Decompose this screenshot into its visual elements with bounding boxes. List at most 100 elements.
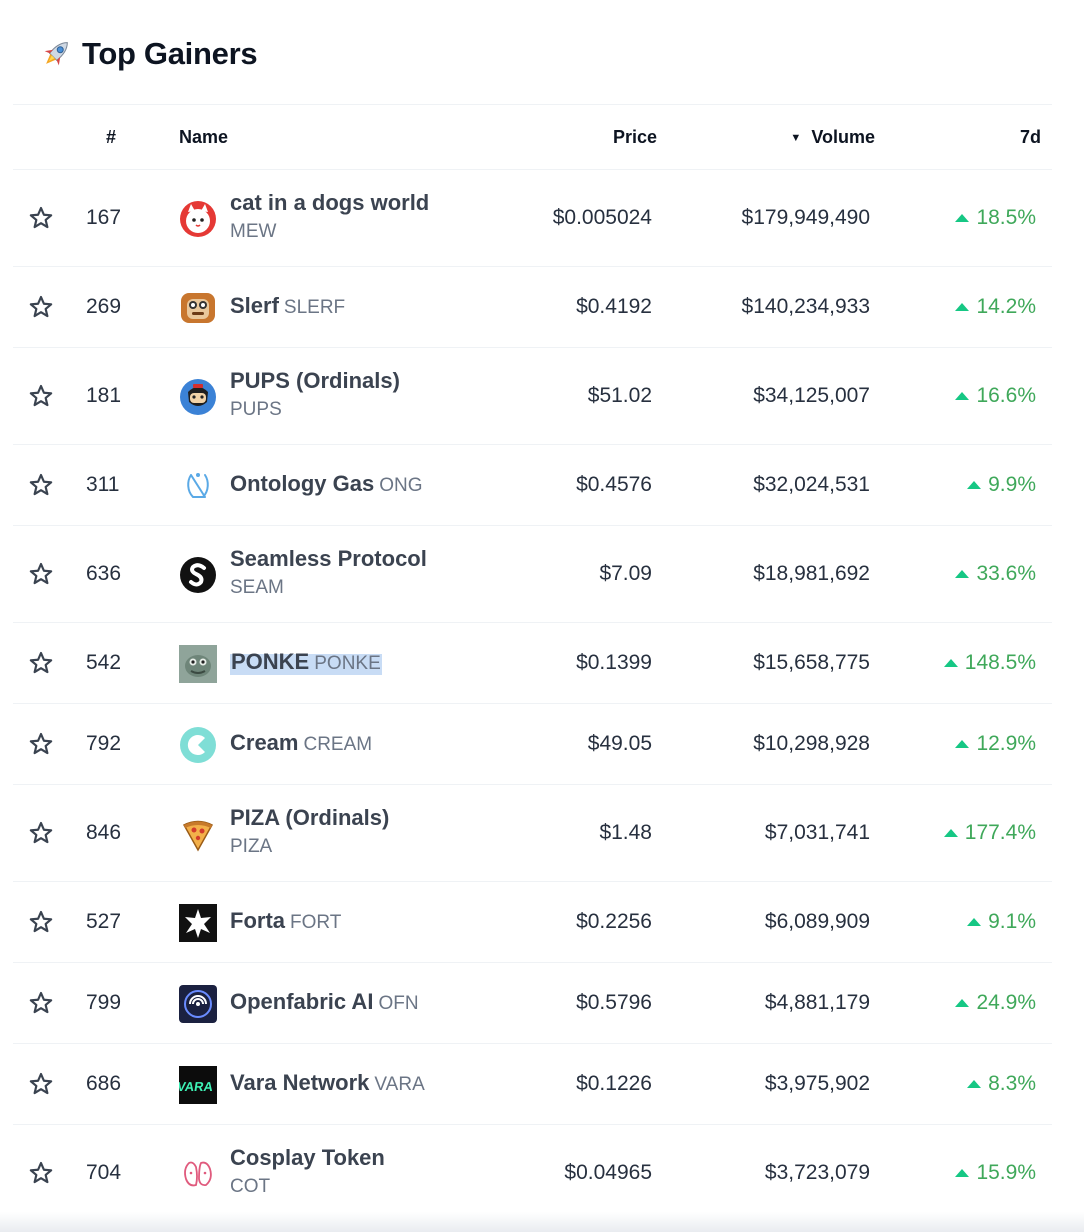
coin-volume: $15,658,775 <box>753 651 870 674</box>
watchlist-star-icon[interactable] <box>28 1071 54 1097</box>
coin-name-link[interactable]: PONKE PONKE <box>230 649 382 675</box>
table-header: # Name Price ▼ Volume 7d <box>13 104 1052 170</box>
coin-volume: $7,031,741 <box>764 821 870 844</box>
caret-up-icon <box>943 829 958 837</box>
watchlist-star-icon[interactable] <box>28 650 54 676</box>
watchlist-star-icon[interactable] <box>28 731 54 757</box>
coin-name-link[interactable]: Slerf SLERF <box>230 293 345 319</box>
header-volume[interactable]: ▼ Volume <box>790 127 875 148</box>
caret-up-icon <box>955 740 970 748</box>
coin-name: Vara Network <box>230 1070 370 1095</box>
coin-name-link[interactable]: Vara Network VARA <box>230 1070 425 1096</box>
watchlist-star-icon[interactable] <box>28 820 54 846</box>
caret-up-icon <box>955 392 970 400</box>
coin-rank: 269 <box>86 295 122 318</box>
coin-name-link[interactable]: Cosplay Token COT <box>230 1143 385 1201</box>
change-7d-value: 148.5% <box>964 651 1036 674</box>
table-row[interactable]: 167 cat in a dogs world MEW $0.005024 $179,9… <box>13 170 1052 267</box>
table-row[interactable]: 181 PUPS (Ordinals) PUPS $51.02 $34,125,007 1… <box>13 348 1052 445</box>
change-7d-value: 177.4% <box>964 821 1036 844</box>
coin-name-link[interactable]: PIZA (Ordinals) PIZA <box>230 803 389 861</box>
coin-symbol: VARA <box>374 1074 425 1095</box>
coin-name-link[interactable]: cat in a dogs world MEW <box>230 188 429 246</box>
table-row[interactable]: 686 VARA Vara Network VARA $0.1226 $3,975,902… <box>13 1044 1052 1125</box>
watchlist-star-icon[interactable] <box>28 205 54 231</box>
caret-up-icon <box>967 481 982 489</box>
header-volume-label: Volume <box>811 127 875 147</box>
caret-up-icon <box>955 999 970 1007</box>
caret-up-icon <box>943 659 958 667</box>
coin-symbol: PUPS <box>230 399 282 420</box>
header-name[interactable]: Name <box>179 127 229 147</box>
ofn-logo[interactable] <box>179 985 217 1023</box>
coin-name: Cream <box>230 730 299 755</box>
header-price[interactable]: Price <box>612 127 657 147</box>
coin-name-link[interactable]: Forta FORT <box>230 908 341 934</box>
header-rank[interactable]: # <box>106 127 117 147</box>
coin-name: cat in a dogs world <box>230 190 430 215</box>
coin-price: $51.02 <box>587 384 652 407</box>
watchlist-star-icon[interactable] <box>28 294 54 320</box>
coin-volume: $18,981,692 <box>753 562 870 585</box>
coin-volume: $4,881,179 <box>764 991 870 1014</box>
watchlist-star-icon[interactable] <box>28 472 54 498</box>
change-7d: 9.1% <box>967 910 1036 934</box>
coin-rank: 792 <box>86 732 122 755</box>
coin-name: Forta <box>230 908 285 933</box>
table-row[interactable]: 527 Forta FORT $0.2256 $6,089,909 9.1% <box>13 882 1052 963</box>
coin-name-link[interactable]: Cream CREAM <box>230 730 372 756</box>
coin-volume: $6,089,909 <box>764 910 870 933</box>
coin-name: PUPS (Ordinals) <box>230 368 400 393</box>
coin-rank: 704 <box>86 1161 122 1184</box>
watchlist-star-icon[interactable] <box>28 909 54 935</box>
vara-logo[interactable]: VARA <box>176 1066 217 1104</box>
change-7d: 16.6% <box>955 384 1036 408</box>
coin-rank: 686 <box>86 1072 122 1095</box>
slerf-logo[interactable] <box>179 289 217 327</box>
coin-price: $7.09 <box>599 562 652 585</box>
table-row[interactable]: 799 Openfabric AI OFN $0.5796 $4,881,179 24.9… <box>13 963 1052 1044</box>
pups-logo[interactable] <box>179 378 217 416</box>
change-7d-value: 9.1% <box>988 910 1036 933</box>
table-row[interactable]: 311 Ontology Gas ONG $0.4576 $32,024,531 9.9% <box>13 445 1052 526</box>
coin-name-link[interactable]: Ontology Gas ONG <box>230 471 423 497</box>
watchlist-star-icon[interactable] <box>28 561 54 587</box>
coin-rank: 167 <box>86 206 122 229</box>
table-row[interactable]: 269 Slerf SLERF $0.4192 $140,234,933 14.2% <box>13 267 1052 348</box>
ponke-logo[interactable] <box>179 645 217 683</box>
coin-name: Openfabric AI <box>230 989 374 1014</box>
change-7d: 15.9% <box>955 1161 1036 1185</box>
forta-logo[interactable] <box>179 904 217 942</box>
coin-rank: 181 <box>86 384 122 407</box>
coin-symbol: MEW <box>230 221 277 242</box>
watchlist-star-icon[interactable] <box>28 990 54 1016</box>
change-7d-value: 16.6% <box>976 384 1036 407</box>
table-row[interactable]: 792 Cream CREAM $49.05 $10,298,928 12.9% <box>13 704 1052 785</box>
coin-price: $0.4192 <box>576 295 652 318</box>
watchlist-star-icon[interactable] <box>28 383 54 409</box>
coin-name: Cosplay Token <box>230 1145 385 1170</box>
header-7d[interactable]: 7d <box>1019 127 1041 147</box>
coin-rank: 542 <box>86 651 122 674</box>
scroll-fade <box>0 1212 1084 1232</box>
caret-up-icon <box>967 918 982 926</box>
caret-up-icon <box>955 570 970 578</box>
gainers-table: # Name Price ▼ Volume 7d 167 cat in a dog… <box>13 104 1052 1222</box>
coin-symbol: FORT <box>290 912 342 933</box>
table-row[interactable]: 846 PIZA (Ordinals) PIZA $1.48 $7,031,741 177… <box>13 785 1052 882</box>
piza-logo[interactable] <box>179 815 217 853</box>
watchlist-star-icon[interactable] <box>28 1160 54 1186</box>
mew-logo[interactable] <box>179 200 217 238</box>
ong-logo[interactable] <box>179 467 217 505</box>
coin-name-link[interactable]: Seamless Protocol SEAM <box>230 544 427 602</box>
table-row[interactable]: 636 Seamless Protocol SEAM $7.09 $18,981,692… <box>13 526 1052 623</box>
coin-name-link[interactable]: Openfabric AI OFN <box>230 989 419 1015</box>
coin-volume: $179,949,490 <box>741 206 870 229</box>
table-row[interactable]: 542 PONKE PONKE $0.1399 $15,658,775 148.5% <box>13 623 1052 704</box>
seam-logo[interactable] <box>179 556 217 594</box>
cream-logo[interactable] <box>179 726 217 764</box>
table-row[interactable]: 704 Cosplay Token COT $0.04965 $3,723,079 15.… <box>13 1125 1052 1222</box>
coin-name-link[interactable]: PUPS (Ordinals) PUPS <box>230 366 400 424</box>
change-7d: 24.9% <box>955 991 1036 1015</box>
cot-logo[interactable] <box>179 1155 217 1193</box>
